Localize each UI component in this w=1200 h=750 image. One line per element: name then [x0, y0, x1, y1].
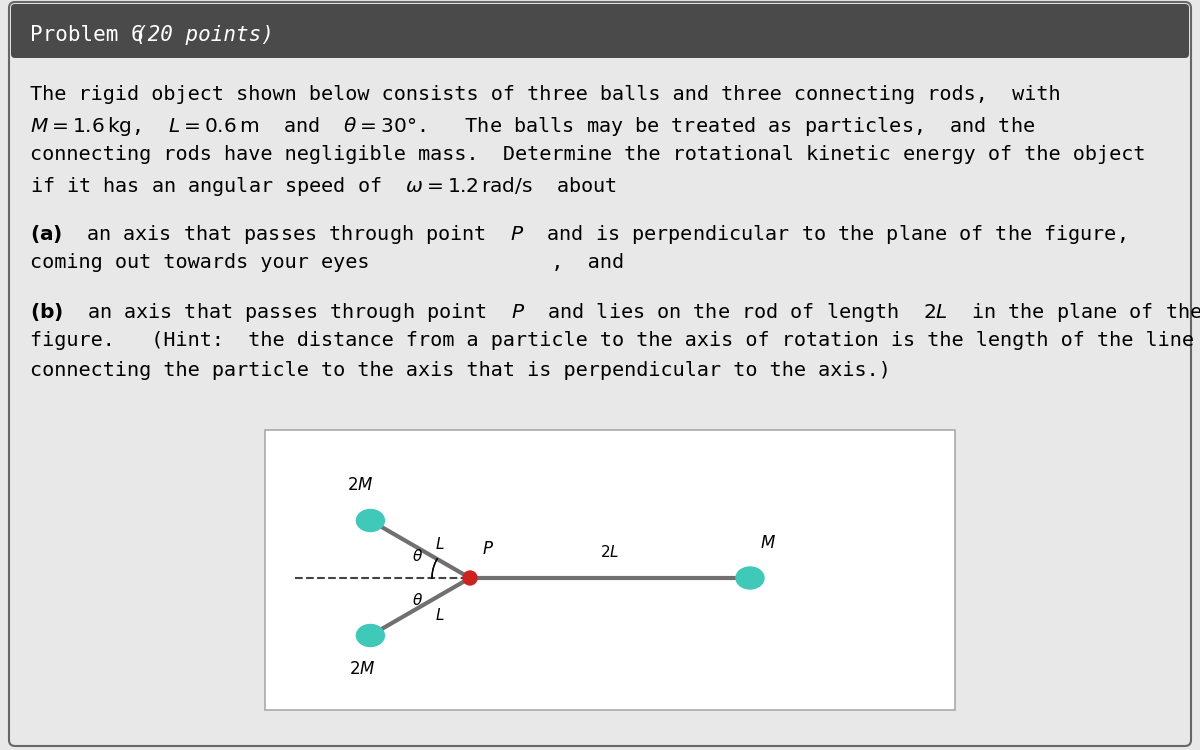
Ellipse shape — [356, 509, 384, 532]
Text: Problem 6: Problem 6 — [30, 25, 156, 45]
Circle shape — [463, 571, 478, 585]
FancyBboxPatch shape — [11, 4, 1189, 58]
Text: $2M$: $2M$ — [347, 478, 373, 494]
Ellipse shape — [356, 625, 384, 646]
Ellipse shape — [736, 567, 764, 589]
Text: $\theta$: $\theta$ — [413, 592, 424, 608]
FancyBboxPatch shape — [265, 430, 955, 710]
FancyBboxPatch shape — [10, 2, 1190, 746]
Text: $M = 1.6\,\mathrm{kg}$,  $L = 0.6\,\mathrm{m}$  and  $\theta = 30°$.   The balls: $M = 1.6\,\mathrm{kg}$, $L = 0.6\,\mathr… — [30, 115, 1036, 138]
Text: if it has an angular speed of  $\omega = 1.2\,\mathrm{rad/s}$  about: if it has an angular speed of $\omega = … — [30, 175, 617, 198]
Text: $P$: $P$ — [482, 541, 494, 558]
Text: connecting rods have negligible mass.  Determine the rotational kinetic energy o: connecting rods have negligible mass. De… — [30, 145, 1146, 164]
Text: figure.   (Hint:  the distance from a particle to the axis of rotation is the le: figure. (Hint: the distance from a parti… — [30, 331, 1194, 350]
Text: $M$: $M$ — [760, 535, 776, 552]
Text: coming out towards your eyes               ,  and: coming out towards your eyes , and — [30, 253, 624, 272]
Text: $\mathbf{(b)}$  an axis that passes through point  $P$  and lies on the rod of l: $\mathbf{(b)}$ an axis that passes throu… — [30, 301, 1200, 324]
Text: $\mathbf{(a)}$  an axis that passes through point  $P$  and is perpendicular to : $\mathbf{(a)}$ an axis that passes throu… — [30, 223, 1126, 246]
Text: $L$: $L$ — [436, 607, 445, 622]
Text: (20 points): (20 points) — [134, 25, 274, 45]
Text: connecting the particle to the axis that is perpendicular to the axis.): connecting the particle to the axis that… — [30, 361, 890, 380]
Text: $2L$: $2L$ — [600, 544, 619, 560]
Text: $L$: $L$ — [436, 536, 445, 552]
Text: The rigid object shown below consists of three balls and three connecting rods, : The rigid object shown below consists of… — [30, 85, 1061, 104]
Text: $2M$: $2M$ — [349, 662, 376, 679]
Text: $\theta$: $\theta$ — [413, 548, 424, 564]
